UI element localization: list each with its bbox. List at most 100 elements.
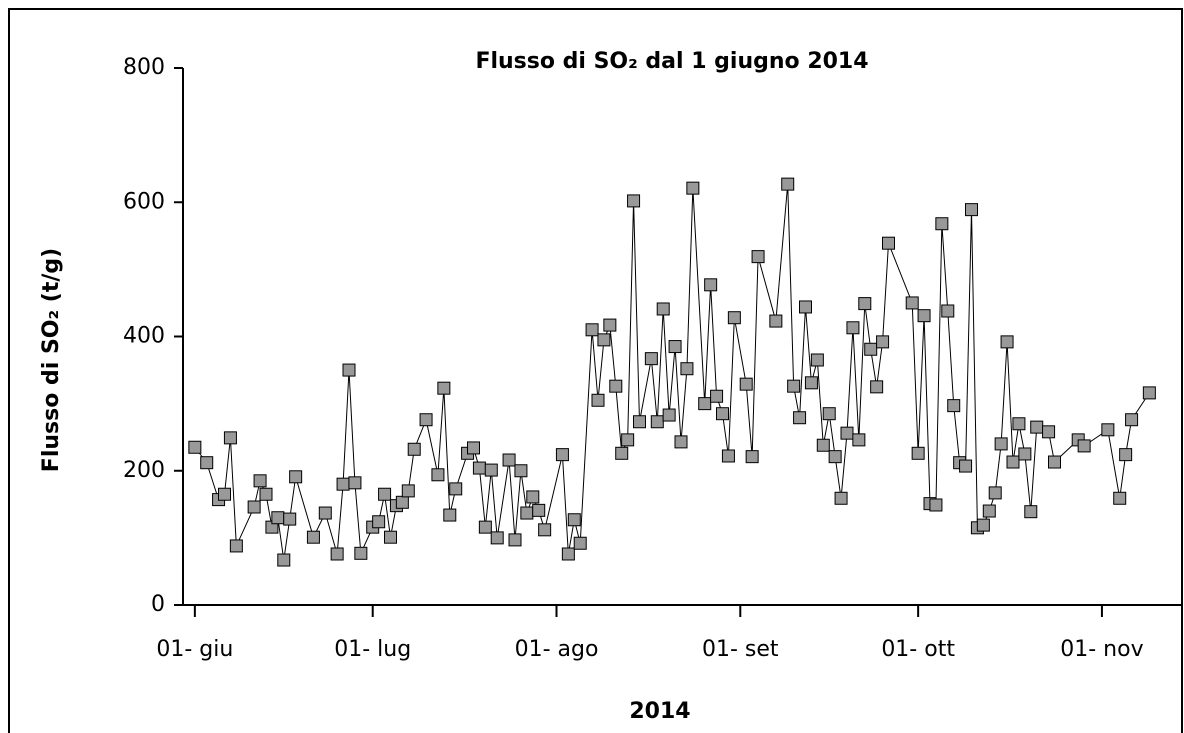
data-point bbox=[520, 506, 534, 520]
data-point bbox=[514, 464, 528, 478]
data-point bbox=[372, 515, 386, 529]
data-point bbox=[935, 217, 949, 231]
data-point bbox=[988, 486, 1002, 500]
data-point bbox=[200, 456, 214, 470]
data-point bbox=[858, 297, 872, 311]
data-point bbox=[941, 304, 955, 318]
data-point bbox=[810, 353, 824, 367]
data-point bbox=[727, 311, 741, 325]
data-point bbox=[229, 539, 243, 553]
x-axis-title: 2014 bbox=[629, 699, 690, 724]
data-point bbox=[662, 408, 676, 422]
data-point bbox=[721, 449, 735, 463]
y-tick-label: 0 bbox=[151, 592, 165, 617]
data-point bbox=[277, 553, 291, 567]
data-point bbox=[1048, 455, 1061, 469]
data-point bbox=[223, 431, 237, 445]
data-point bbox=[698, 397, 712, 411]
data-point bbox=[633, 415, 646, 429]
data-point bbox=[976, 518, 990, 532]
data-point bbox=[982, 504, 996, 518]
data-point bbox=[407, 442, 421, 456]
data-point bbox=[834, 491, 848, 505]
data-point bbox=[1030, 420, 1044, 434]
data-point bbox=[846, 321, 860, 335]
data-point bbox=[650, 415, 664, 429]
data-point bbox=[804, 376, 818, 390]
data-point bbox=[751, 250, 765, 264]
data-point bbox=[1113, 491, 1127, 505]
data-point bbox=[336, 477, 350, 491]
x-tick-label: 01- lug bbox=[334, 637, 411, 662]
data-point bbox=[965, 203, 978, 217]
data-point bbox=[1012, 417, 1026, 431]
data-point bbox=[739, 377, 753, 391]
data-point bbox=[710, 389, 724, 403]
data-point bbox=[686, 181, 700, 195]
data-point bbox=[585, 323, 599, 337]
data-point bbox=[472, 461, 486, 475]
data-point bbox=[609, 379, 623, 393]
data-point bbox=[597, 333, 611, 347]
data-point bbox=[484, 463, 498, 477]
data-point bbox=[816, 438, 830, 452]
data-point bbox=[395, 495, 409, 509]
data-point bbox=[1006, 455, 1020, 469]
y-axis-title: Flusso di SO₂ (t/g) bbox=[39, 248, 64, 472]
data-point bbox=[864, 342, 878, 356]
data-point bbox=[526, 490, 540, 504]
data-point bbox=[478, 520, 492, 534]
data-point bbox=[822, 407, 836, 421]
data-point bbox=[994, 437, 1008, 451]
data-point bbox=[330, 547, 344, 561]
data-point bbox=[911, 446, 925, 460]
data-point bbox=[840, 426, 854, 440]
data-point bbox=[787, 379, 801, 393]
x-tick-label: 01- ott bbox=[881, 637, 955, 662]
data-point bbox=[502, 453, 516, 467]
data-point bbox=[793, 411, 807, 425]
data-point bbox=[947, 399, 961, 413]
data-point bbox=[591, 393, 605, 407]
data-point bbox=[437, 381, 451, 395]
data-point bbox=[1018, 447, 1032, 461]
data-point bbox=[1077, 439, 1091, 453]
y-tick-label: 600 bbox=[123, 189, 165, 214]
data-point bbox=[769, 314, 783, 328]
data-point bbox=[1024, 505, 1038, 519]
data-point bbox=[318, 506, 332, 520]
data-point bbox=[1101, 423, 1115, 437]
data-point bbox=[668, 340, 682, 354]
data-point bbox=[561, 547, 575, 561]
data-point bbox=[929, 498, 943, 512]
data-point bbox=[555, 448, 569, 462]
data-point bbox=[378, 487, 392, 501]
data-point bbox=[354, 546, 368, 560]
data-point bbox=[253, 474, 267, 488]
data-point bbox=[419, 413, 433, 427]
data-point bbox=[449, 482, 463, 496]
data-point bbox=[870, 380, 884, 394]
y-tick-label: 800 bbox=[123, 55, 165, 80]
data-point bbox=[218, 487, 231, 501]
x-tick-label: 01- nov bbox=[1060, 637, 1143, 662]
data-point bbox=[1142, 386, 1156, 400]
data-point bbox=[443, 508, 457, 522]
data-point bbox=[384, 530, 397, 544]
data-point bbox=[573, 536, 587, 550]
data-point bbox=[1125, 413, 1139, 427]
data-point bbox=[674, 435, 688, 449]
y-tick-label: 400 bbox=[123, 324, 165, 349]
data-point bbox=[401, 484, 415, 498]
data-point bbox=[188, 440, 202, 454]
data-point bbox=[1042, 425, 1056, 439]
data-point bbox=[627, 194, 641, 208]
data-point bbox=[603, 318, 617, 332]
data-point bbox=[289, 470, 303, 484]
data-point bbox=[342, 363, 356, 377]
data-point bbox=[1000, 335, 1014, 349]
data-point bbox=[828, 450, 842, 464]
x-tick-label: 01- giu bbox=[156, 637, 233, 662]
data-point bbox=[745, 450, 759, 464]
